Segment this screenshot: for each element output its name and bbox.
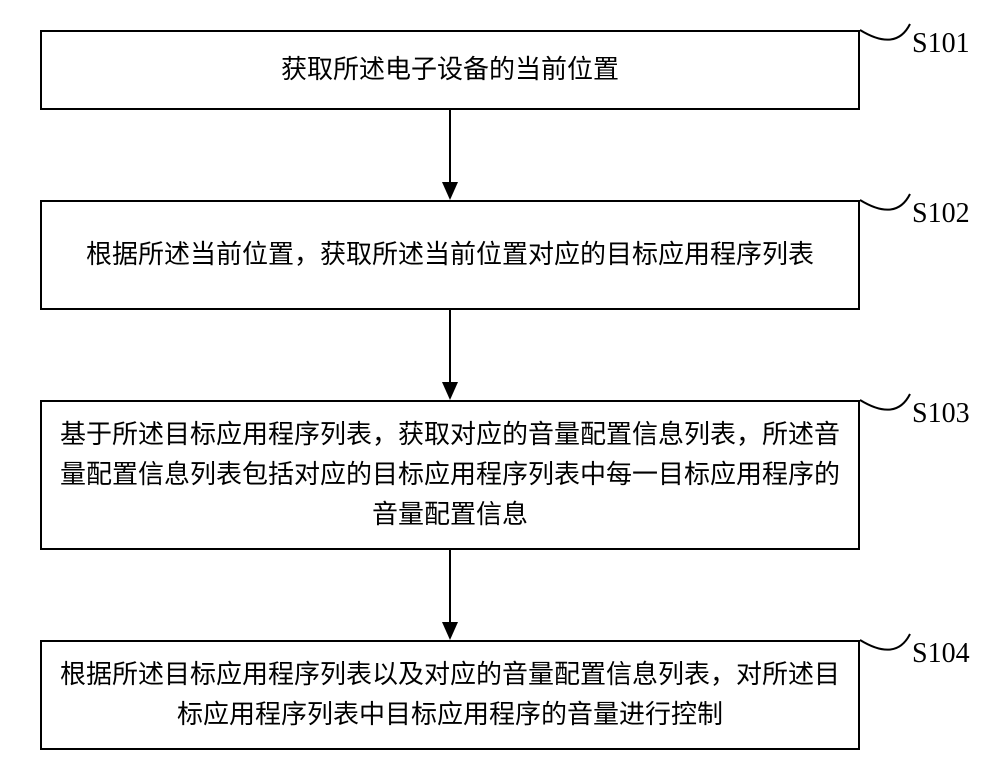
flow-step-s104: 根据所述目标应用程序列表以及对应的音量配置信息列表，对所述目标应用程序列表中目标… xyxy=(40,640,860,750)
flow-step-text: 根据所述当前位置，获取所述当前位置对应的目标应用程序列表 xyxy=(68,235,832,275)
flow-step-s103: 基于所述目标应用程序列表，获取对应的音量配置信息列表，所述音量配置信息列表包括对… xyxy=(40,400,860,550)
step-label-s103: S103 xyxy=(912,398,970,430)
flow-step-s101: 获取所述电子设备的当前位置 xyxy=(40,30,860,110)
flow-step-text: 根据所述目标应用程序列表以及对应的音量配置信息列表，对所述目标应用程序列表中目标… xyxy=(42,655,858,736)
step-label-s101: S101 xyxy=(912,28,970,60)
flow-step-s102: 根据所述当前位置，获取所述当前位置对应的目标应用程序列表 xyxy=(40,200,860,310)
step-label-s102: S102 xyxy=(912,198,970,230)
flow-step-text: 基于所述目标应用程序列表，获取对应的音量配置信息列表，所述音量配置信息列表包括对… xyxy=(42,415,858,536)
step-label-s104: S104 xyxy=(912,638,970,670)
flow-step-text: 获取所述电子设备的当前位置 xyxy=(263,50,637,90)
